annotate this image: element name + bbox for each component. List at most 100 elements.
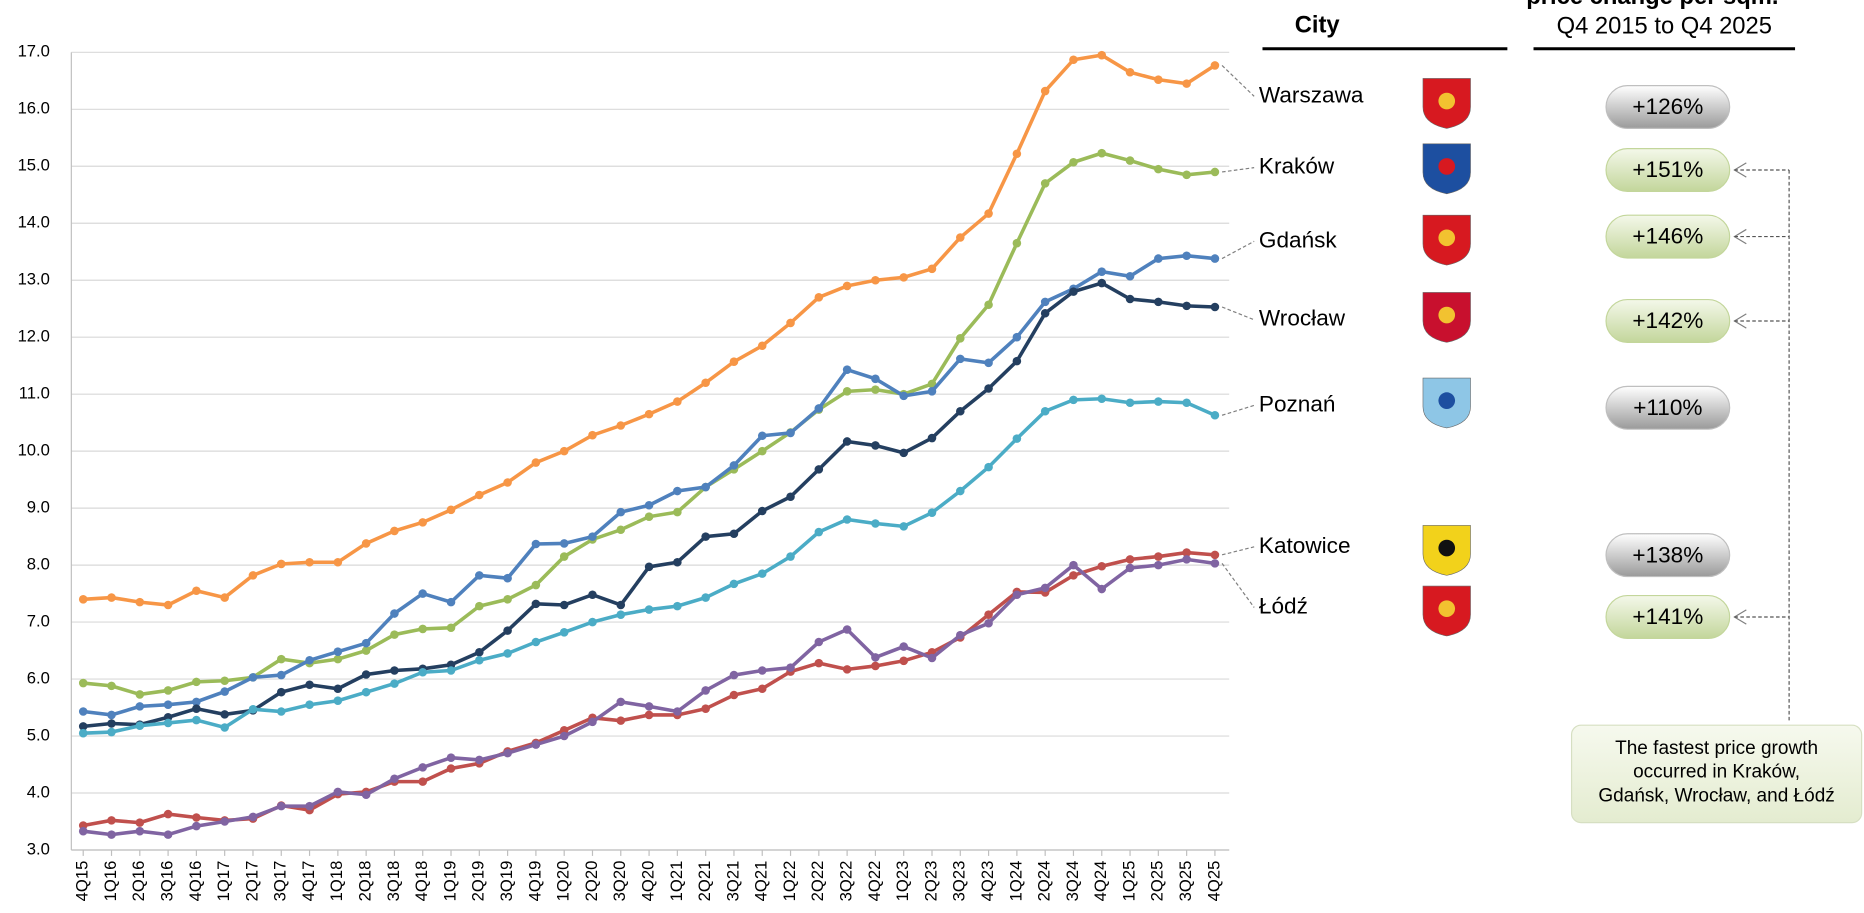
coat-of-arms-detail [1438, 600, 1456, 617]
point [1069, 395, 1078, 405]
point [644, 605, 654, 614]
point [673, 601, 682, 611]
point [475, 647, 484, 657]
point [842, 365, 852, 374]
point [1012, 332, 1022, 342]
point [1097, 267, 1107, 276]
x-tick-label: 4Q17 [299, 861, 318, 902]
point [1182, 555, 1191, 564]
point [446, 753, 456, 762]
point [135, 597, 145, 607]
point [107, 593, 116, 602]
point [503, 649, 512, 658]
change-label: +138% [1632, 542, 1703, 567]
point [757, 341, 767, 351]
x-tick-label: 3Q20 [610, 861, 629, 902]
point [390, 666, 399, 675]
coat-of-arms-detail [1438, 229, 1456, 247]
point [984, 209, 993, 218]
y-tick-label: 7.0 [27, 611, 50, 630]
leader-line [1221, 546, 1255, 556]
x-tick-label: 4Q24 [1091, 861, 1110, 902]
point [220, 817, 229, 826]
note-line: Gdańsk, Wrocław, and Łódź [1598, 786, 1834, 807]
point [927, 433, 937, 443]
point [531, 740, 541, 749]
x-tick-label: 4Q15 [73, 861, 92, 902]
point [729, 579, 739, 589]
x-tick-label: 3Q17 [271, 861, 290, 902]
point [814, 465, 824, 474]
point [814, 293, 824, 302]
point [163, 700, 173, 709]
x-tick-label: 2Q17 [242, 861, 261, 902]
point [673, 707, 682, 716]
point [701, 686, 710, 695]
change-pill [1605, 85, 1731, 129]
x-tick-label: 3Q16 [157, 861, 176, 902]
y-tick-label: 5.0 [27, 725, 50, 744]
point [814, 404, 824, 413]
point [757, 666, 767, 675]
point [1125, 271, 1135, 281]
x-tick-label: 1Q22 [780, 861, 799, 902]
point [503, 478, 512, 487]
point [390, 774, 399, 784]
point [1154, 297, 1163, 307]
point [220, 723, 229, 732]
point [361, 670, 371, 679]
point [418, 763, 428, 772]
point [475, 755, 484, 765]
point [1182, 398, 1191, 408]
point [390, 630, 399, 639]
point [786, 663, 795, 672]
x-tick-label: 3Q22 [837, 861, 856, 902]
x-tick-label: 2Q25 [1148, 861, 1167, 902]
point [1012, 238, 1022, 248]
coat-of-arms-detail [1438, 158, 1456, 175]
point [644, 702, 654, 711]
x-tick-label: 3Q18 [384, 861, 403, 902]
point [1210, 302, 1220, 312]
point [163, 600, 173, 610]
x-tick-label: 3Q25 [1176, 861, 1195, 902]
point [1040, 179, 1050, 188]
legend-label: Łódź [1259, 593, 1308, 618]
x-tick-label: 3Q21 [723, 861, 742, 902]
point [1125, 555, 1135, 564]
header-period: Q4 2015 to Q4 2025 [1557, 13, 1772, 40]
x-tick-label: 1Q20 [554, 861, 573, 902]
point [871, 519, 880, 528]
point [192, 586, 201, 596]
x-tick-label: 4Q23 [978, 861, 997, 902]
y-tick-label: 8.0 [27, 554, 50, 573]
point [1040, 583, 1050, 593]
point [333, 647, 343, 656]
point [927, 508, 937, 517]
point [1182, 301, 1191, 311]
point [1097, 561, 1107, 571]
leader-line [1221, 404, 1255, 416]
series-line [83, 53, 1216, 607]
point [276, 707, 286, 716]
point [333, 787, 343, 797]
point [814, 637, 824, 647]
point [333, 557, 343, 567]
point [701, 593, 710, 602]
point [956, 486, 965, 496]
point [475, 571, 484, 580]
point [1182, 170, 1191, 180]
point [701, 378, 710, 388]
x-tick-label: 1Q24 [1006, 861, 1025, 902]
point [559, 446, 569, 456]
y-tick-label: 4.0 [27, 782, 50, 801]
change-pill [1605, 594, 1731, 639]
point [757, 431, 767, 441]
x-tick-label: 1Q23 [893, 861, 912, 902]
point [559, 600, 569, 610]
point [503, 626, 512, 635]
point [616, 697, 626, 707]
y-tick-label: 9.0 [27, 498, 50, 517]
change-label: +110% [1633, 395, 1702, 420]
